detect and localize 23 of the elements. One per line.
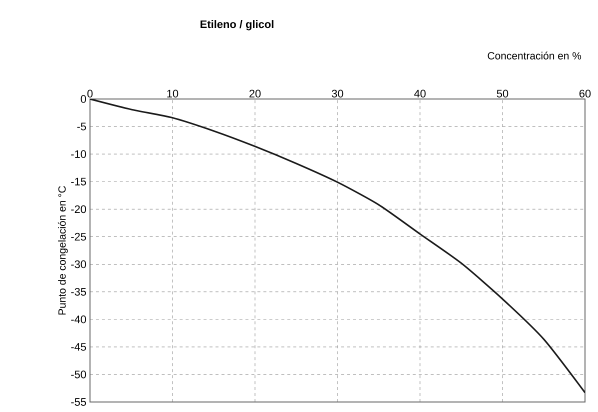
y-tick-label: 0 xyxy=(80,95,86,103)
y-tick-label: -50 xyxy=(71,370,86,378)
line-series xyxy=(90,99,585,394)
y-tick-label: -5 xyxy=(77,122,86,130)
x-axis-title: Concentración en % xyxy=(488,52,582,60)
y-tick-label: -10 xyxy=(71,150,86,158)
x-tick-label: 10 xyxy=(167,90,178,98)
x-tick-label: 20 xyxy=(249,90,261,98)
y-tick-label: -20 xyxy=(71,205,86,214)
y-tick-label: -15 xyxy=(71,178,86,186)
x-tick-label: 60 xyxy=(579,90,591,98)
x-tick-label: 0 xyxy=(87,90,93,98)
y-tick-label: -30 xyxy=(71,260,86,268)
x-tick-label: 40 xyxy=(414,90,426,98)
y-axis-title: Punto de congelación en °C xyxy=(58,186,68,315)
y-tick-label: -55 xyxy=(71,398,86,406)
y-tick-label: -25 xyxy=(71,232,86,241)
x-tick-label: 50 xyxy=(496,90,508,98)
y-tick-label: -45 xyxy=(71,343,86,351)
chart-title: Etileno / glicol xyxy=(200,20,274,30)
y-tick-label: -40 xyxy=(71,315,86,324)
x-tick-label: 30 xyxy=(332,90,344,98)
y-tick-label: -35 xyxy=(71,288,86,296)
